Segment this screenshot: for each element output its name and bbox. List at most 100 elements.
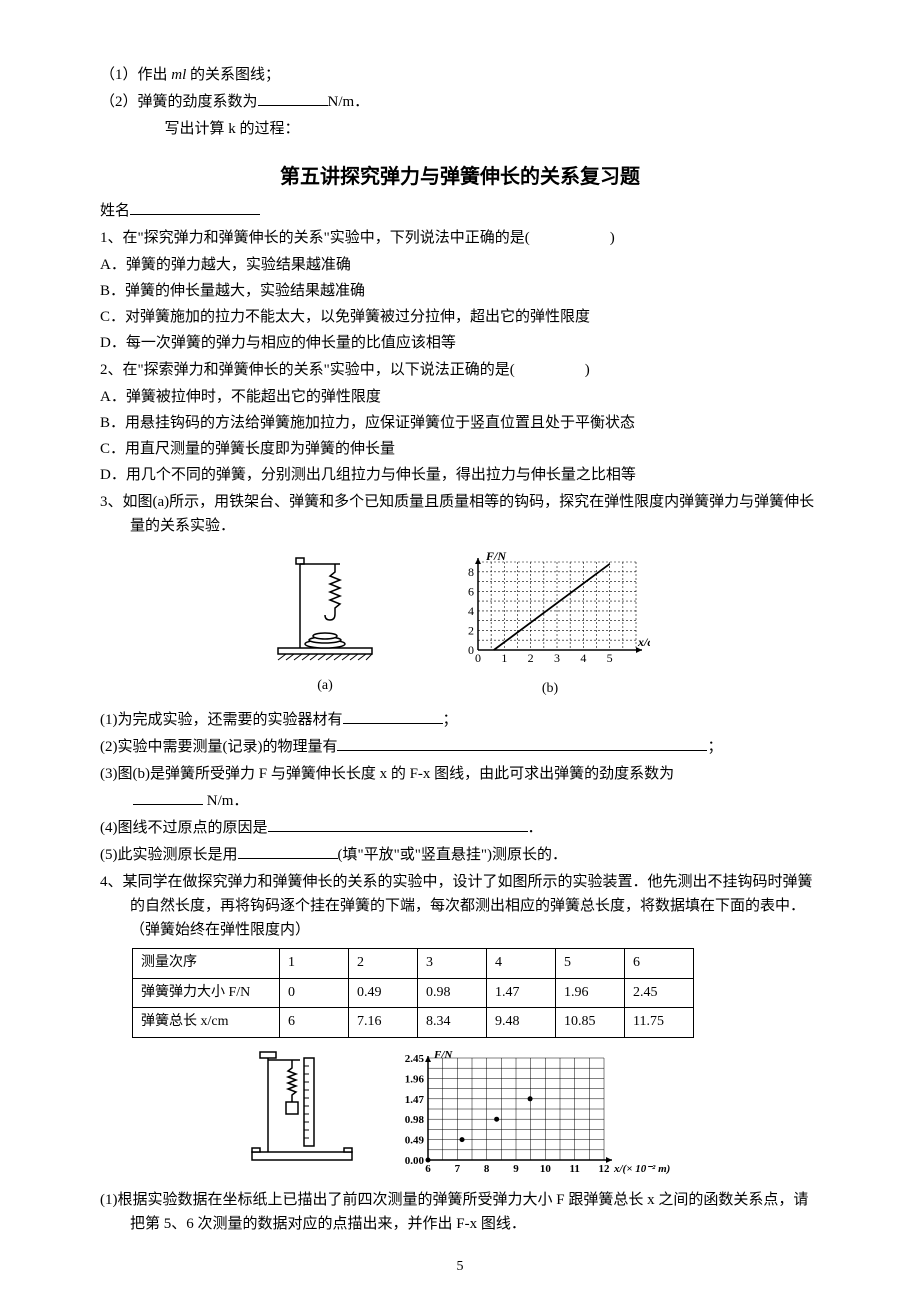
cell: 7.16 — [349, 1008, 418, 1037]
text: ； — [707, 739, 722, 755]
table-row: 弹簧弹力大小 F/N 0 0.49 0.98 1.47 1.96 2.45 — [133, 978, 694, 1007]
blank[interactable] — [337, 735, 707, 751]
blank[interactable] — [133, 789, 203, 805]
cell: 0.98 — [418, 978, 487, 1007]
carryover-1: （1）作出 ml 的关系图线； — [100, 63, 820, 87]
q1-opt-d[interactable]: D．每一次弹簧的弹力与相应的伸长量的比值应该相等 — [100, 331, 820, 355]
q3-p4: (4)图线不过原点的原因是 ． — [100, 816, 820, 840]
q4-stem: 4、某同学在做探究弹力和弹簧伸长的关系的实验中，设计了如图所示的实验装置．他先测… — [100, 870, 820, 942]
svg-text:F/N: F/N — [433, 1049, 453, 1061]
svg-text:x/(× 10⁻² m): x/(× 10⁻² m) — [613, 1163, 670, 1175]
cell: 1.96 — [556, 978, 625, 1007]
blank[interactable] — [238, 843, 338, 859]
cell: 2.45 — [625, 978, 694, 1007]
q2-opt-d[interactable]: D．用几个不同的弹簧，分别测出几组拉力与伸长量，得出拉力与伸长量之比相等 — [100, 463, 820, 487]
section-title: 第五讲探究弹力与弹簧伸长的关系复习题 — [100, 161, 820, 193]
svg-text:F/N: F/N — [485, 550, 507, 563]
svg-text:0.49: 0.49 — [405, 1134, 425, 1146]
cell: 11.75 — [625, 1008, 694, 1037]
svg-text:1.47: 1.47 — [405, 1093, 425, 1105]
q2-opt-a[interactable]: A．弹簧被拉伸时，不能超出它的弹性限度 — [100, 385, 820, 409]
text: N/m． — [203, 793, 248, 809]
blank[interactable] — [268, 816, 528, 832]
q2-opt-c[interactable]: C．用直尺测量的弹簧长度即为弹簧的伸长量 — [100, 437, 820, 461]
cell: 6 — [625, 949, 694, 978]
apparatus-icon — [246, 1048, 366, 1168]
blank[interactable] — [343, 708, 443, 724]
q2-stem: 2、在"探索弹力和弹簧伸长的关系"实验中，以下说法正确的是() — [100, 358, 820, 382]
svg-text:6: 6 — [468, 584, 474, 598]
text: (4)图线不过原点的原因是 — [100, 820, 268, 836]
q4-p1: (1)根据实验数据在坐标纸上已描出了前四次测量的弹簧所受弹力大小 F 跟弹簧总长… — [100, 1188, 820, 1236]
svg-text:0: 0 — [468, 643, 474, 657]
text: （1）作出 — [100, 67, 171, 83]
text: (1)为完成实验，还需要的实验器材有 — [100, 712, 343, 728]
text: (5)此实验测原长是用 — [100, 847, 238, 863]
cell: 8.34 — [418, 1008, 487, 1037]
svg-text:0.00: 0.00 — [405, 1155, 425, 1167]
page-number: 5 — [0, 1256, 920, 1278]
cell: 测量次序 — [133, 949, 280, 978]
text: (1)根据实验数据在坐标纸上已描出了前四次测量的弹簧所受弹力大小 F 跟弹簧总长… — [100, 1188, 820, 1236]
text: ) — [585, 362, 590, 378]
text: N/m． — [328, 94, 370, 110]
svg-text:2.45: 2.45 — [405, 1053, 425, 1065]
svg-text:0: 0 — [475, 651, 481, 665]
q1-opt-c[interactable]: C．对弹簧施加的拉力不能太大，以免弹簧被过分拉伸，超出它的弹性限度 — [100, 305, 820, 329]
cell: 0 — [280, 978, 349, 1007]
table-row: 弹簧总长 x/cm 6 7.16 8.34 9.48 10.85 11.75 — [133, 1008, 694, 1037]
cell: 9.48 — [487, 1008, 556, 1037]
svg-text:3: 3 — [554, 651, 560, 665]
svg-text:x/cm: x/cm — [637, 635, 650, 649]
svg-text:10: 10 — [540, 1163, 552, 1175]
cell: 10.85 — [556, 1008, 625, 1037]
q3-figures: (a) F/N02468012345x/cm (b) — [100, 550, 820, 700]
q3-p3b: N/m． — [100, 789, 820, 813]
cell: 弹簧弹力大小 F/N — [133, 978, 280, 1007]
svg-text:9: 9 — [513, 1163, 519, 1175]
blank[interactable] — [258, 90, 328, 106]
svg-text:6: 6 — [425, 1163, 431, 1175]
name-blank[interactable] — [130, 199, 260, 215]
text: 2、在"探索弹力和弹簧伸长的关系"实验中，以下说法正确的是( — [100, 362, 515, 378]
table-row: 测量次序 1 2 3 4 5 6 — [133, 949, 694, 978]
figure-a: (a) — [270, 550, 380, 700]
svg-text:4: 4 — [468, 604, 474, 618]
svg-text:4: 4 — [580, 651, 586, 665]
q1-opt-b[interactable]: B．弹簧的伸长量越大，实验结果越准确 — [100, 279, 820, 303]
chart-fx: F/N0.000.490.981.471.962.456789101112x/(… — [384, 1048, 674, 1178]
figure-b: F/N02468012345x/cm (b) — [450, 550, 650, 700]
cell: 4 — [487, 949, 556, 978]
text: (填"平放"或"竖直悬挂")测原长的． — [338, 847, 567, 863]
var-ml: ml — [171, 67, 186, 83]
q3-p2: (2)实验中需要测量(记录)的物理量有； — [100, 735, 820, 759]
cell: 0.49 — [349, 978, 418, 1007]
q1-stem: 1、在"探究弹力和弹簧伸长的关系"实验中，下列说法中正确的是() — [100, 226, 820, 250]
cell: 1.47 — [487, 978, 556, 1007]
cell: 6 — [280, 1008, 349, 1037]
text: ； — [443, 712, 458, 728]
q4-table: 测量次序 1 2 3 4 5 6 弹簧弹力大小 F/N 0 0.49 0.98 … — [132, 948, 694, 1037]
svg-text:0.98: 0.98 — [405, 1114, 425, 1126]
q3-stem: 3、如图(a)所示，用铁架台、弹簧和多个已知质量且质量相等的钩码，探究在弹性限度… — [100, 490, 820, 538]
text: ． — [528, 820, 543, 836]
name-label: 姓名 — [100, 203, 130, 219]
svg-text:1.96: 1.96 — [405, 1073, 425, 1085]
q3-p5: (5)此实验测原长是用 (填"平放"或"竖直悬挂")测原长的． — [100, 843, 820, 867]
q3-p3: (3)图(b)是弹簧所受弹力 F 与弹簧伸长长度 x 的 F-x 图线，由此可求… — [100, 762, 820, 786]
svg-text:2: 2 — [528, 651, 534, 665]
cell: 1 — [280, 949, 349, 978]
cell: 2 — [349, 949, 418, 978]
q2-opt-b[interactable]: B．用悬挂钩码的方法给弹簧施加拉力，应保证弹簧位于竖直位置且处于平衡状态 — [100, 411, 820, 435]
svg-text:5: 5 — [607, 651, 613, 665]
carryover-3: 写出计算 k 的过程： — [100, 117, 820, 141]
text: （2）弹簧的劲度系数为 — [100, 94, 258, 110]
svg-text:2: 2 — [468, 623, 474, 637]
svg-text:8: 8 — [468, 565, 474, 579]
q1-opt-a[interactable]: A．弹簧的弹力越大，实验结果越准确 — [100, 253, 820, 277]
text: 写出计算 k 的过程： — [165, 121, 300, 137]
text: (3)图(b)是弹簧所受弹力 F 与弹簧伸长长度 x 的 F-x 图线，由此可求… — [100, 766, 674, 782]
cell: 3 — [418, 949, 487, 978]
cell: 5 — [556, 949, 625, 978]
figure-a-label: (a) — [270, 675, 380, 697]
